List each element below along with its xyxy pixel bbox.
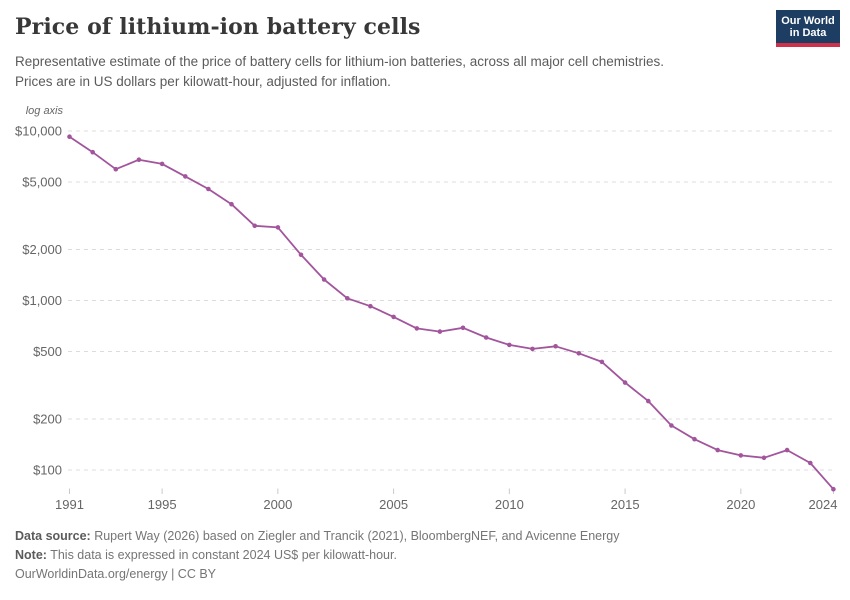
x-axis-label: 2000 — [263, 497, 292, 512]
data-point[interactable] — [136, 157, 142, 162]
y-axis-label: $10,000 — [15, 124, 62, 139]
owid-logo[interactable]: Our World in Data — [776, 10, 840, 47]
owid-logo-line2: in Data — [789, 27, 827, 39]
chart-subtitle: Representative estimate of the price of … — [15, 52, 765, 92]
owid-logo-accent-bar — [776, 43, 840, 47]
subtitle-line-2: Prices are in US dollars per kilowatt-ho… — [15, 74, 391, 89]
data-point[interactable] — [460, 325, 466, 331]
data-point[interactable] — [391, 314, 396, 320]
data-point[interactable] — [808, 460, 813, 466]
data-point[interactable] — [576, 351, 582, 356]
data-point[interactable] — [761, 455, 767, 461]
note-text: This data is expressed in constant 2024 … — [46, 548, 397, 562]
data-point[interactable] — [90, 149, 95, 155]
y-axis-label: $200 — [33, 411, 62, 426]
y-axis-label: $100 — [33, 463, 62, 478]
data-point[interactable] — [831, 486, 836, 492]
price-line[interactable] — [68, 135, 835, 491]
data-source-label: Data source: — [15, 529, 91, 543]
data-point[interactable] — [599, 359, 605, 365]
y-axis-label: $2,000 — [22, 242, 62, 257]
data-point[interactable] — [321, 277, 327, 282]
data-point[interactable] — [622, 380, 628, 385]
page-title: Price of lithium-ion battery cells — [15, 14, 421, 40]
data-point[interactable] — [113, 166, 119, 172]
data-point[interactable] — [784, 447, 790, 453]
x-axis-label: 2015 — [611, 497, 640, 512]
x-axis-label: 2010 — [495, 497, 524, 512]
owid-logo-line1: Our World — [781, 15, 835, 27]
data-point[interactable] — [183, 174, 188, 179]
data-point[interactable] — [553, 344, 558, 349]
data-point[interactable] — [738, 453, 744, 458]
data-point[interactable] — [530, 346, 535, 352]
data-point[interactable] — [715, 447, 720, 453]
chart-footer: Data source: Rupert Way (2026) based on … — [15, 527, 620, 584]
owid-logo-text: Our World in Data — [776, 10, 840, 43]
y-axis-label: $500 — [33, 344, 62, 359]
data-point[interactable] — [345, 296, 350, 301]
data-point[interactable] — [252, 223, 257, 229]
data-point[interactable] — [669, 423, 674, 428]
data-point[interactable] — [229, 201, 234, 207]
y-axis-label: $5,000 — [22, 175, 62, 190]
data-point[interactable] — [414, 326, 420, 331]
price-series[interactable] — [67, 134, 836, 492]
data-point[interactable] — [507, 342, 512, 348]
x-axis-label: 2024 — [809, 497, 838, 512]
data-point[interactable] — [67, 134, 72, 139]
data-point[interactable] — [298, 252, 304, 258]
note-label: Note: — [15, 548, 47, 562]
log-axis-label: log axis — [26, 105, 64, 117]
data-point[interactable] — [692, 436, 697, 442]
data-source-text: Rupert Way (2026) based on Ziegler and T… — [90, 529, 620, 543]
x-axis-label: 2020 — [726, 497, 755, 512]
data-point[interactable] — [646, 398, 651, 404]
data-point[interactable] — [275, 225, 281, 230]
license-line[interactable]: OurWorldinData.org/energy | CC BY — [15, 567, 217, 581]
y-axis-label: $1,000 — [22, 293, 62, 308]
data-source-line: Data source: Rupert Way (2026) based on … — [15, 527, 620, 546]
x-axis-label: 1995 — [148, 497, 177, 512]
x-axis-label: 2005 — [379, 497, 408, 512]
note-line: Note: This data is expressed in constant… — [15, 546, 620, 565]
subtitle-line-1: Representative estimate of the price of … — [15, 54, 665, 69]
data-point[interactable] — [483, 335, 489, 340]
data-point[interactable] — [437, 329, 443, 334]
data-point[interactable] — [206, 186, 211, 192]
x-axis-label: 1991 — [55, 497, 84, 512]
data-point[interactable] — [159, 161, 165, 167]
data-point[interactable] — [368, 303, 373, 309]
